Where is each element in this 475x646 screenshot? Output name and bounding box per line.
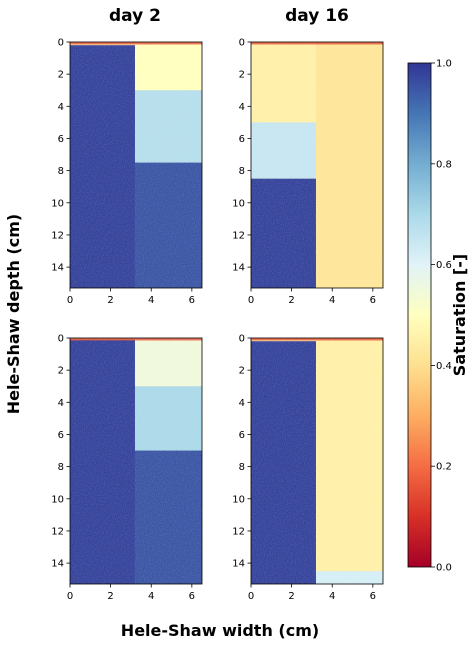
y-tick-label: 6 — [58, 134, 64, 145]
x-tick-label: 6 — [189, 591, 195, 602]
colorbar-tick-label: 0.2 — [436, 462, 452, 473]
y-tick-label: 6 — [239, 430, 245, 441]
colorbar-tick-label: 0.8 — [436, 159, 452, 170]
x-tick-label: 2 — [288, 295, 294, 306]
panel-day-2-row-1: 0 2 4 6 0 2 4 6 8 10 12 14 — [51, 38, 203, 306]
y-tick-label: 14 — [232, 263, 245, 274]
y-tick-label: 2 — [58, 70, 64, 81]
y-tick-label: 8 — [239, 166, 245, 177]
panel-day-16-row-1: 0 2 4 6 0 2 4 6 8 10 12 14 — [232, 38, 384, 306]
y-tick-label: 4 — [239, 398, 245, 409]
x-tick-label: 0 — [67, 591, 73, 602]
y-tick-label: 4 — [239, 102, 245, 113]
y-tick-label: 14 — [232, 559, 245, 570]
y-axis-title: Hele-Shaw depth (cm) — [4, 214, 23, 414]
y-tick-label: 8 — [239, 462, 245, 473]
panel-day-2-row-2: 0 2 4 6 0 2 4 6 8 10 12 14 — [51, 334, 203, 602]
x-tick-label: 6 — [370, 591, 376, 602]
colorbar-tick-label: 0.6 — [436, 260, 452, 271]
axes-frame — [69, 41, 203, 289]
x-axis-title: Hele-Shaw width (cm) — [121, 621, 319, 640]
x-tick-label: 4 — [329, 295, 335, 306]
y-tick-label: 8 — [58, 166, 64, 177]
x-tick-label: 2 — [107, 295, 113, 306]
y-tick-label: 2 — [239, 366, 245, 377]
y-tick-label: 12 — [232, 526, 245, 537]
x-tick-label: 4 — [148, 295, 154, 306]
colorbar-tick-label: 0.4 — [436, 361, 452, 372]
colorbar-tick-label: 1.0 — [436, 59, 452, 70]
y-tick-label: 2 — [58, 366, 64, 377]
colorbar-title: Saturation [-] — [450, 254, 469, 376]
colorbar-tick-label: 0.0 — [436, 563, 452, 574]
y-tick-label: 6 — [58, 430, 64, 441]
colorbar: 0.0 0.2 0.4 0.6 0.8 1.0 Saturation [-] — [407, 59, 469, 574]
grain-texture — [70, 42, 202, 288]
y-tick-label: 14 — [51, 559, 64, 570]
grain-texture — [70, 338, 202, 584]
column-title-day-16: day 16 — [285, 6, 349, 26]
axes-frame — [250, 337, 384, 585]
axes-frame — [250, 41, 384, 289]
x-tick-label: 0 — [248, 295, 254, 306]
axes-frame — [69, 337, 203, 585]
y-tick-label: 8 — [58, 462, 64, 473]
colorbar-bar — [407, 62, 432, 568]
x-tick-label: 6 — [189, 295, 195, 306]
y-tick-label: 6 — [239, 134, 245, 145]
y-tick-label: 0 — [239, 38, 245, 49]
heatmap-panels: 0 2 4 6 0 2 4 6 8 10 12 14 0 2 4 6 0 2 4 6 8 10 12 14 0 2 4 6 0 2 4 6 8 1… — [51, 38, 384, 602]
x-tick-label: 0 — [67, 295, 73, 306]
y-tick-label: 10 — [51, 494, 64, 505]
y-tick-label: 0 — [239, 334, 245, 345]
panel-day-16-row-2: 0 2 4 6 0 2 4 6 8 10 12 14 — [232, 334, 384, 602]
y-tick-label: 0 — [58, 38, 64, 49]
y-tick-label: 2 — [239, 70, 245, 81]
colorbar-ticks: 0.0 0.2 0.4 0.6 0.8 1.0 — [431, 59, 452, 574]
grain-texture — [251, 338, 383, 584]
y-tick-label: 10 — [232, 198, 245, 209]
y-tick-label: 12 — [51, 526, 64, 537]
x-tick-label: 4 — [148, 591, 154, 602]
y-tick-label: 12 — [232, 230, 245, 241]
y-tick-label: 14 — [51, 263, 64, 274]
y-tick-label: 4 — [58, 102, 64, 113]
x-tick-label: 0 — [248, 591, 254, 602]
column-title-day-2: day 2 — [109, 6, 161, 26]
x-tick-label: 4 — [329, 591, 335, 602]
y-tick-label: 4 — [58, 398, 64, 409]
y-tick-label: 10 — [232, 494, 245, 505]
y-tick-label: 10 — [51, 198, 64, 209]
y-tick-label: 12 — [51, 230, 64, 241]
x-tick-label: 6 — [370, 295, 376, 306]
x-tick-label: 2 — [107, 591, 113, 602]
y-tick-label: 0 — [58, 334, 64, 345]
grain-texture — [251, 42, 383, 288]
x-tick-label: 2 — [288, 591, 294, 602]
